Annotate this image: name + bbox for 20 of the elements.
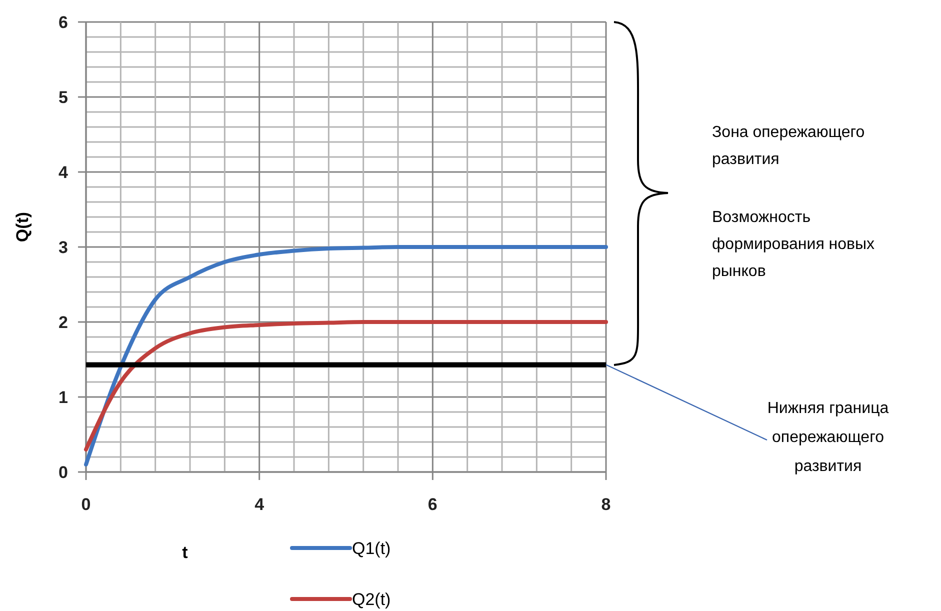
line-series bbox=[84, 245, 608, 466]
y-tick-label: 3 bbox=[58, 238, 68, 257]
y-tick-label: 5 bbox=[58, 88, 68, 107]
y-tick-label: 2 bbox=[58, 312, 68, 332]
text: Зона опережающего развития bbox=[712, 124, 865, 168]
x-axis-title: t bbox=[182, 543, 188, 562]
y-axis-title: Q(t) bbox=[13, 212, 32, 242]
y-tick-label: 4 bbox=[58, 162, 69, 182]
x-tick-label: 4 bbox=[254, 495, 265, 514]
x-tick-label: 8 bbox=[601, 495, 611, 514]
x-tick-label: 0 bbox=[81, 495, 91, 514]
ref-line-label: Нижняя граница опережающего развития bbox=[767, 400, 889, 475]
y-tick-label: 0 bbox=[58, 462, 68, 482]
legend-label: Q1(t) bbox=[352, 538, 391, 558]
y-tick-label: 6 bbox=[58, 12, 68, 32]
y-tick-label: 1 bbox=[58, 388, 68, 407]
line-series bbox=[84, 320, 608, 452]
text: Возможность формирования новых рынков bbox=[712, 209, 875, 280]
x-tick-label: 6 bbox=[428, 495, 438, 514]
legend-label: Q2(t) bbox=[352, 590, 391, 609]
